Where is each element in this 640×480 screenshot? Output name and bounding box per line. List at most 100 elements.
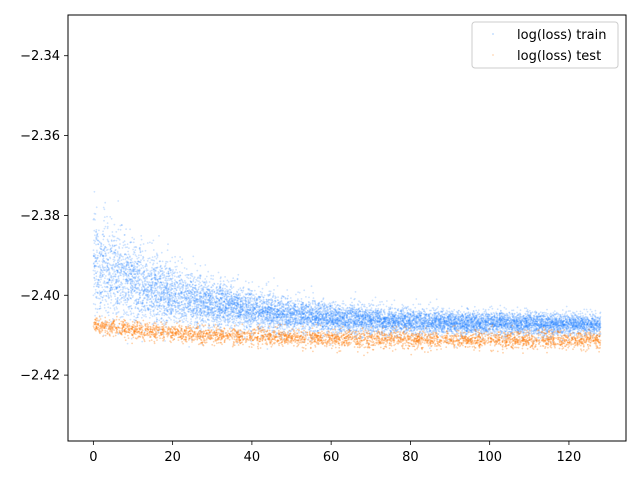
scatter-point bbox=[540, 317, 543, 320]
scatter-point bbox=[99, 272, 102, 275]
scatter-point bbox=[146, 297, 149, 300]
scatter-point bbox=[324, 319, 327, 322]
scatter-point bbox=[403, 326, 405, 329]
scatter-point bbox=[441, 315, 444, 318]
scatter-point bbox=[246, 322, 249, 325]
scatter-point bbox=[553, 310, 556, 312]
scatter-point bbox=[446, 328, 449, 330]
scatter-point bbox=[202, 297, 205, 300]
scatter-point bbox=[275, 331, 277, 334]
scatter-point bbox=[474, 328, 477, 331]
scatter-point bbox=[95, 237, 98, 240]
scatter-point bbox=[482, 308, 485, 310]
scatter-point bbox=[401, 320, 404, 322]
scatter-point bbox=[251, 310, 254, 313]
scatter-point bbox=[279, 312, 282, 315]
scatter-point bbox=[392, 321, 395, 324]
scatter-point bbox=[355, 315, 358, 318]
scatter-point bbox=[287, 295, 289, 297]
scatter-point bbox=[204, 283, 207, 285]
scatter-point bbox=[290, 316, 292, 318]
scatter-point bbox=[194, 317, 197, 320]
scatter-point bbox=[125, 278, 127, 281]
scatter-point bbox=[123, 240, 126, 243]
scatter-point bbox=[239, 287, 242, 290]
scatter-point bbox=[111, 231, 114, 233]
scatter-point bbox=[259, 290, 262, 293]
scatter-point bbox=[274, 310, 276, 313]
scatter-point bbox=[385, 316, 388, 319]
scatter-point bbox=[279, 328, 282, 330]
scatter-point bbox=[196, 269, 199, 272]
scatter-point bbox=[455, 346, 457, 348]
scatter-point bbox=[447, 322, 449, 325]
scatter-point bbox=[469, 329, 472, 332]
scatter-point bbox=[182, 309, 185, 312]
scatter-point bbox=[109, 216, 112, 218]
scatter-point bbox=[539, 311, 542, 314]
scatter-point bbox=[350, 315, 353, 318]
scatter-point bbox=[127, 257, 130, 260]
scatter-point bbox=[568, 319, 571, 321]
scatter-point bbox=[284, 297, 287, 299]
scatter-point bbox=[182, 313, 184, 315]
scatter-point bbox=[105, 295, 108, 297]
scatter-point bbox=[433, 316, 436, 319]
scatter-point bbox=[430, 327, 433, 329]
scatter-point bbox=[244, 280, 247, 283]
scatter-point bbox=[539, 320, 542, 323]
scatter-point bbox=[485, 320, 488, 323]
scatter-point bbox=[405, 315, 408, 318]
scatter-point bbox=[276, 315, 278, 318]
scatter-point bbox=[130, 305, 133, 307]
scatter-point bbox=[265, 316, 268, 318]
scatter-point bbox=[165, 288, 168, 290]
scatter-point bbox=[536, 324, 539, 327]
scatter-point bbox=[385, 322, 388, 325]
scatter-point bbox=[146, 275, 149, 277]
scatter-point bbox=[579, 323, 582, 325]
scatter-point bbox=[533, 324, 535, 327]
scatter-point bbox=[264, 325, 266, 328]
scatter-point bbox=[582, 325, 585, 327]
scatter-point bbox=[200, 311, 203, 314]
scatter-point bbox=[438, 330, 440, 332]
scatter-point bbox=[443, 323, 446, 325]
scatter-point bbox=[98, 260, 101, 262]
scatter-point bbox=[211, 293, 213, 296]
scatter-point bbox=[131, 261, 134, 264]
scatter-point bbox=[123, 297, 125, 300]
scatter-point bbox=[437, 330, 440, 332]
scatter-point bbox=[505, 323, 508, 326]
scatter-point bbox=[485, 321, 488, 323]
scatter-point bbox=[102, 289, 105, 291]
scatter-point bbox=[176, 306, 179, 309]
scatter-point bbox=[200, 328, 203, 331]
scatter-point bbox=[430, 325, 433, 328]
scatter-point bbox=[471, 316, 474, 319]
scatter-point bbox=[440, 317, 442, 320]
scatter-point bbox=[140, 273, 143, 276]
scatter-point bbox=[460, 326, 463, 328]
scatter-point bbox=[285, 318, 288, 321]
scatter-point bbox=[140, 263, 143, 266]
scatter-point bbox=[567, 326, 570, 328]
scatter-point bbox=[123, 311, 126, 313]
scatter-point bbox=[564, 330, 567, 333]
scatter-point bbox=[309, 304, 311, 306]
scatter-point bbox=[164, 264, 167, 267]
scatter-point bbox=[151, 256, 154, 258]
scatter-point bbox=[111, 279, 114, 281]
scatter-point bbox=[164, 300, 167, 303]
scatter-point bbox=[186, 320, 189, 323]
scatter-point bbox=[286, 289, 289, 291]
scatter-point bbox=[483, 321, 486, 324]
scatter-point bbox=[269, 317, 271, 319]
scatter-point bbox=[449, 313, 451, 316]
scatter-point bbox=[233, 302, 236, 305]
scatter-point bbox=[248, 288, 251, 290]
scatter-point bbox=[124, 301, 127, 304]
scatter-point bbox=[565, 305, 568, 308]
scatter-point bbox=[132, 241, 135, 244]
scatter-point bbox=[462, 325, 465, 328]
